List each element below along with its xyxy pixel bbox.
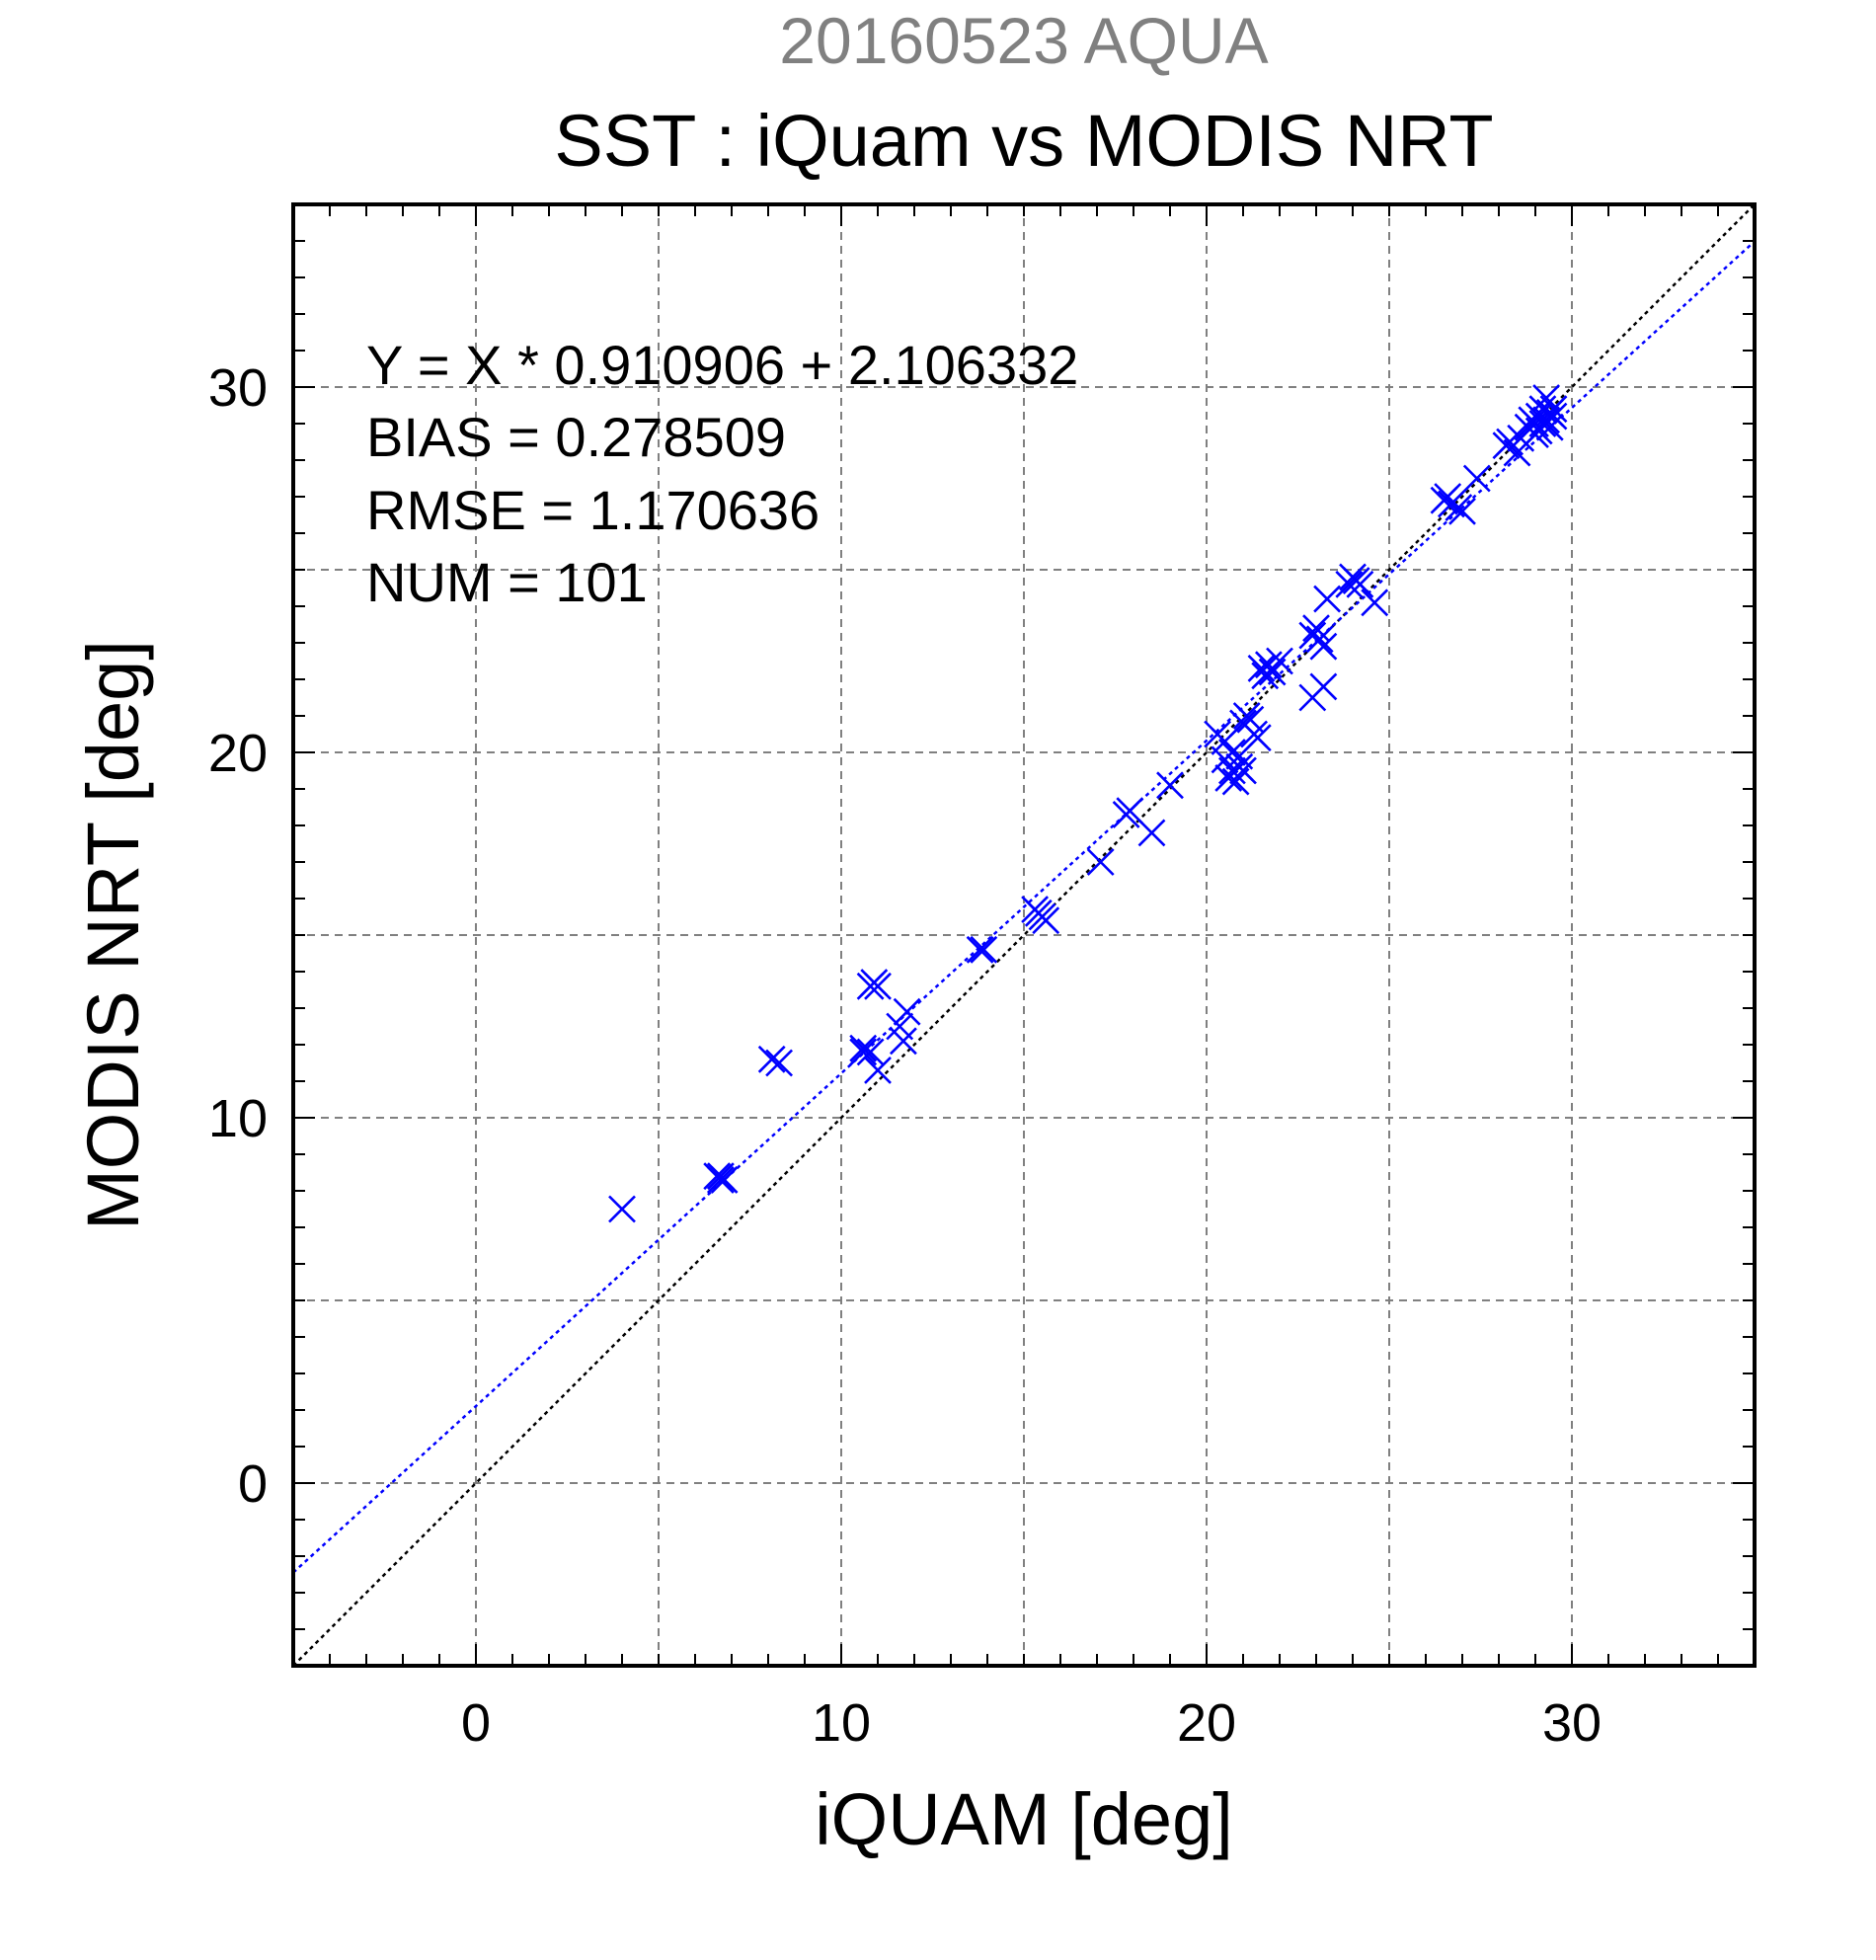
y-tick-label: 30 <box>208 358 268 418</box>
data-point <box>856 1038 885 1066</box>
data-point <box>1229 756 1257 785</box>
x-tick-label: 30 <box>1542 1693 1602 1753</box>
data-point <box>893 997 921 1026</box>
data-point <box>1137 819 1166 847</box>
data-point <box>706 1165 735 1194</box>
data-point <box>1361 588 1389 617</box>
data-point <box>1302 614 1330 643</box>
data-point <box>1243 724 1272 752</box>
data-point <box>966 935 994 964</box>
data-point <box>1309 672 1338 701</box>
data-point <box>1539 402 1568 431</box>
data-point <box>1313 585 1342 613</box>
bias-value: BIAS = 0.278509 <box>366 406 786 468</box>
x-tick-label: 10 <box>812 1693 871 1753</box>
data-point <box>1305 625 1334 654</box>
data-point <box>1247 654 1276 682</box>
y-tick-label: 0 <box>238 1454 268 1514</box>
data-point <box>1535 413 1564 441</box>
chart-title: SST : iQuam vs MODIS NRT <box>554 100 1493 182</box>
data-point <box>1335 570 1364 598</box>
data-point <box>1086 848 1115 876</box>
data-point <box>1254 651 1283 679</box>
plot-frame <box>291 202 1757 1668</box>
data-point <box>608 1195 636 1223</box>
y-axis-label: MODIS NRT [deg] <box>72 640 154 1230</box>
data-point <box>849 1038 878 1066</box>
count-value: NUM = 101 <box>366 551 648 613</box>
stats-annotation: Y = X * 0.910906 + 2.106332 BIAS = 0.278… <box>366 334 1078 613</box>
data-point <box>864 1056 892 1084</box>
y-tick-label: 10 <box>208 1089 268 1148</box>
x-tick-label: 20 <box>1177 1693 1236 1753</box>
data-points <box>608 384 1568 1223</box>
regression-line <box>293 240 1755 1574</box>
chart-supertitle: 20160523 AQUA <box>779 4 1268 77</box>
regression-equation: Y = X * 0.910906 + 2.106332 <box>366 334 1078 396</box>
data-point <box>970 935 998 964</box>
data-point <box>710 1165 739 1194</box>
data-point <box>849 1034 878 1062</box>
data-point <box>1346 570 1374 598</box>
data-point <box>765 1049 794 1077</box>
data-point <box>1032 906 1060 935</box>
data-point <box>1266 647 1293 675</box>
data-point <box>1156 771 1184 800</box>
grid-lines <box>293 204 1755 1666</box>
data-point <box>1116 797 1144 825</box>
data-point <box>864 972 892 1000</box>
data-point <box>1462 464 1491 493</box>
tick-labels: 0 10 20 30 0 10 20 30 <box>208 358 1602 1753</box>
x-axis-label: iQUAM [deg] <box>815 1778 1233 1860</box>
data-point <box>886 1012 914 1041</box>
data-point <box>757 1045 786 1073</box>
data-point <box>1217 739 1246 766</box>
data-point <box>1448 497 1476 525</box>
data-point <box>1309 632 1338 661</box>
rmse-value: RMSE = 1.170636 <box>366 479 820 541</box>
data-point <box>1539 395 1568 424</box>
x-tick-label: 0 <box>461 1693 491 1753</box>
y-tick-label: 20 <box>208 724 268 783</box>
